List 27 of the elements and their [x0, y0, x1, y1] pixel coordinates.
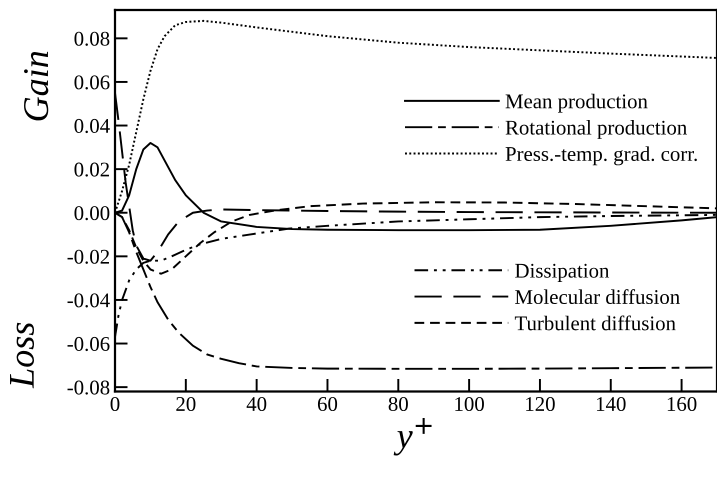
y-tick-label: 0.02: [74, 162, 109, 177]
legend-label: Turbulent diffusion: [514, 315, 676, 330]
x-tick-label: 120: [526, 396, 555, 412]
y-tick-label: 0.00: [74, 206, 110, 220]
legend-label: Molecular diffusion: [515, 289, 680, 304]
legend-label: Press.-temp. grad. corr.: [506, 146, 697, 166]
x-tick-label: 80: [388, 396, 408, 412]
y-tick-label: -0.06: [68, 336, 110, 352]
x-tick-label: 0: [110, 396, 120, 412]
legend-label: Rotational production: [506, 120, 687, 139]
x-tick-label: 160: [668, 396, 696, 412]
x-tick-label: 40: [246, 396, 266, 412]
x-tick-label: 140: [596, 396, 626, 412]
x-axis-title: y$^{+}$: [394, 418, 432, 456]
text: Loss: [10, 322, 34, 388]
y-tick-label: -0.04: [68, 293, 110, 308]
y-tick-label: 0.06: [74, 75, 110, 90]
legend-label: Mean production: [506, 94, 648, 113]
y-tick-label: 0.04: [74, 118, 110, 134]
x-tick-label: 100: [455, 396, 484, 412]
y-tick-label: -0.02: [68, 250, 109, 264]
legend-label: Dissipation: [515, 264, 610, 282]
x-tick-label: 60: [318, 396, 338, 412]
x-tick-label: 20: [176, 396, 196, 412]
y-axis-title: Gain: [24, 52, 48, 120]
y-tick-label: -0.08: [68, 380, 110, 395]
y-tick-label: 0.08: [74, 32, 110, 46]
